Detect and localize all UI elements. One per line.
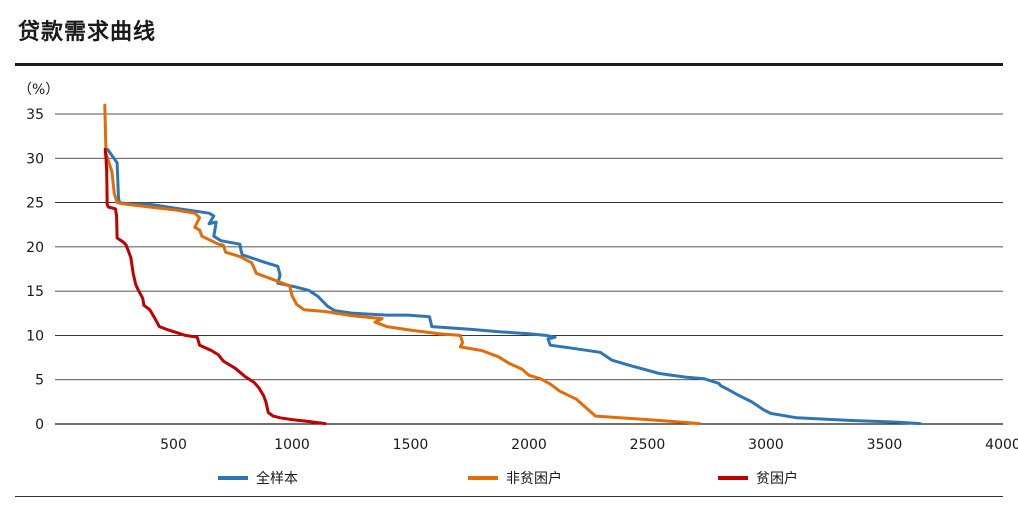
y-tick-15: 15	[26, 284, 44, 300]
legend-label-1: 全样本	[256, 470, 298, 487]
series-line-2	[103, 103, 702, 426]
x-tick-2500: 2500	[630, 437, 666, 453]
y-tick-25: 25	[26, 196, 44, 212]
series-line-3	[103, 147, 327, 426]
x-tick-4000: 4000	[985, 437, 1018, 453]
y-tick-10: 10	[26, 328, 44, 344]
title-rule	[15, 63, 1003, 66]
x-tick-labels: 500 1000 1500 2000 2500 3000 3500 4000	[160, 437, 1018, 453]
legend-label-3: 贫困户	[756, 470, 798, 487]
x-tick-3000: 3000	[748, 437, 784, 453]
legend-label-2: 非贫困户	[506, 470, 562, 487]
y-tick-0: 0	[35, 417, 44, 433]
y-tick-5: 5	[35, 373, 44, 389]
x-tick-3500: 3500	[867, 437, 903, 453]
y-tick-30: 30	[26, 151, 44, 167]
y-tick-35: 35	[26, 107, 44, 123]
bottom-rule	[15, 496, 1003, 497]
series-lines	[103, 103, 922, 426]
y-tick-20: 20	[26, 240, 44, 256]
grid-lines	[55, 113, 1003, 425]
chart-title: 贷款需求曲线	[18, 20, 157, 45]
x-tick-1500: 1500	[393, 437, 429, 453]
legend: 全样本 非贫困户 贫困户	[218, 470, 798, 487]
series-line-1	[106, 147, 922, 426]
x-tick-2000: 2000	[511, 437, 547, 453]
x-tick-500: 500	[160, 437, 187, 453]
x-tick-1000: 1000	[274, 437, 310, 453]
y-axis-label: （%）	[18, 82, 59, 98]
y-tick-labels: 0 5 10 15 20 25 30 35	[26, 107, 44, 433]
